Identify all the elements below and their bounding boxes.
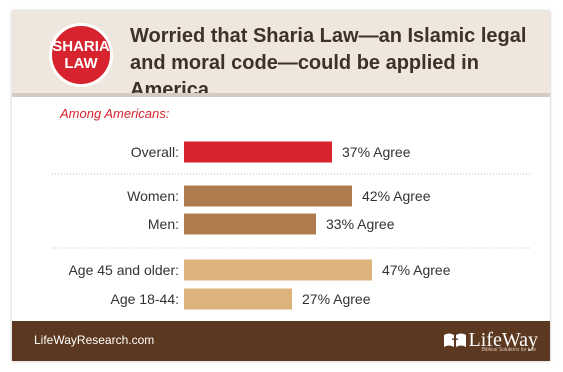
chart-subtitle: Among Americans: — [60, 106, 170, 121]
value-label: 37% Agree — [342, 144, 411, 160]
category-label: Men: — [148, 216, 179, 232]
bar — [184, 185, 352, 207]
footer-url[interactable]: LifeWayResearch.com — [34, 333, 155, 347]
lifeway-logo-icon — [443, 333, 466, 347]
value-label: 33% Agree — [326, 216, 395, 232]
value-label: 42% Agree — [362, 188, 431, 204]
category-label: Overall: — [131, 144, 179, 160]
header-divider — [12, 93, 550, 97]
category-label: Age 45 and older: — [68, 262, 179, 278]
logo-tagline: Biblical Solutions for Life — [481, 347, 536, 353]
category-label: Women: — [127, 188, 179, 204]
category-label: Age 18-44: — [111, 291, 180, 307]
chart-title: Worried that Sharia Law—an Islamic legal… — [130, 23, 545, 104]
bar — [184, 141, 332, 163]
infographic-card: SHARIA LAW Worried that Sharia Law—an Is… — [12, 11, 550, 361]
badge-line-1: SHARIA — [52, 38, 110, 55]
value-label: 47% Agree — [382, 262, 451, 278]
footer-band: LifeWayResearch.com LifeWay Biblical Sol… — [12, 321, 550, 361]
badge-line-2: LAW — [64, 55, 98, 72]
bar — [184, 259, 372, 281]
header-band: SHARIA LAW Worried that Sharia Law—an Is… — [12, 11, 550, 101]
logo-wordmark: LifeWay — [468, 329, 538, 351]
title-line-1: Worried that Sharia Law—an Islamic legal — [130, 25, 527, 47]
bar-chart: Overall: 37% Agree Women: 42% Agree Men: 33% … — [52, 141, 532, 310]
bar — [184, 213, 316, 235]
bar — [184, 288, 292, 310]
sharia-law-badge: SHARIA LAW — [49, 23, 113, 87]
value-label: 27% Agree — [302, 291, 371, 307]
lifeway-logo: LifeWay — [443, 327, 538, 353]
